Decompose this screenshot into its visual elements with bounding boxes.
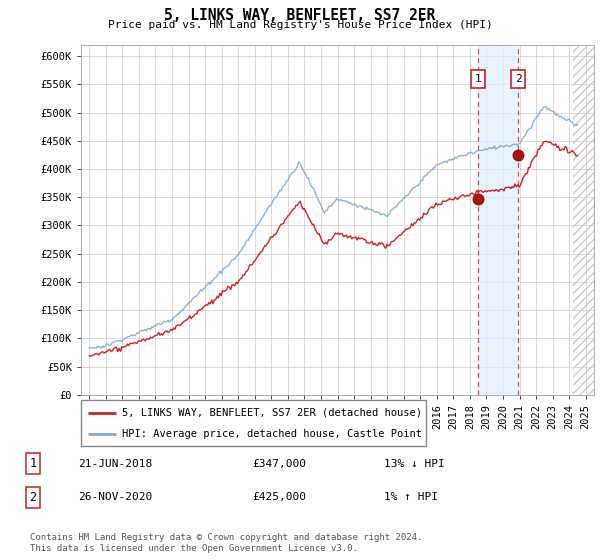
Text: HPI: Average price, detached house, Castle Point: HPI: Average price, detached house, Cast… <box>122 429 422 439</box>
Text: 21-JUN-2018: 21-JUN-2018 <box>78 459 152 469</box>
Text: £347,000: £347,000 <box>252 459 306 469</box>
Text: 2: 2 <box>515 74 521 83</box>
Text: 5, LINKS WAY, BENFLEET, SS7 2ER: 5, LINKS WAY, BENFLEET, SS7 2ER <box>164 8 436 24</box>
Text: Price paid vs. HM Land Registry's House Price Index (HPI): Price paid vs. HM Land Registry's House … <box>107 20 493 30</box>
Text: 1: 1 <box>29 457 37 470</box>
Text: £425,000: £425,000 <box>252 492 306 502</box>
Bar <box>478 45 518 395</box>
Bar <box>574 45 594 395</box>
Text: 26-NOV-2020: 26-NOV-2020 <box>78 492 152 502</box>
Text: 1% ↑ HPI: 1% ↑ HPI <box>384 492 438 502</box>
Text: 2: 2 <box>29 491 37 504</box>
FancyBboxPatch shape <box>81 400 426 446</box>
Text: 1: 1 <box>475 74 482 83</box>
Text: 13% ↓ HPI: 13% ↓ HPI <box>384 459 445 469</box>
Text: 5, LINKS WAY, BENFLEET, SS7 2ER (detached house): 5, LINKS WAY, BENFLEET, SS7 2ER (detache… <box>122 408 422 418</box>
Text: Contains HM Land Registry data © Crown copyright and database right 2024.
This d: Contains HM Land Registry data © Crown c… <box>30 533 422 553</box>
Bar <box>574 45 594 395</box>
